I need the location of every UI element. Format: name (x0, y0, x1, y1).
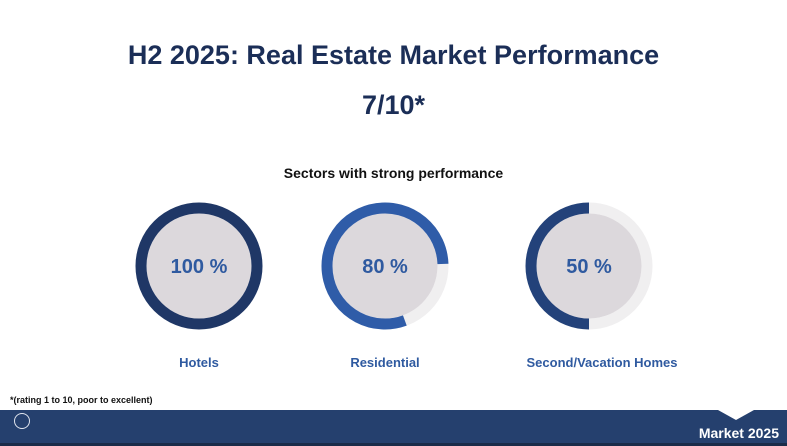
chart-title: Sectors with strong performance (283, 165, 504, 181)
donut-center (332, 213, 438, 319)
footer-bar (0, 410, 787, 446)
overall-rating: 7/10* (361, 90, 426, 120)
footer-notch (718, 410, 754, 420)
category-label: Residential (350, 355, 420, 370)
footer-brand: Market 2025 (698, 425, 779, 441)
value-label: 50 % (566, 256, 612, 278)
donut-center (536, 213, 642, 319)
donut-arc (321, 202, 449, 330)
footnote: *(rating 1 to 10, poor to excellent) (10, 395, 153, 405)
chamber-logo (10, 413, 34, 431)
donut-center (146, 213, 252, 319)
category-label: Second/Vacation Homes (526, 355, 678, 370)
value-label: 100 % (171, 256, 228, 278)
value-label: 80 % (362, 256, 408, 278)
donut-arc (525, 202, 590, 330)
donut-arc (135, 202, 263, 330)
category-label: Hotels (179, 355, 219, 370)
page-title: H2 2025: Real Estate Market Performance (127, 40, 660, 70)
